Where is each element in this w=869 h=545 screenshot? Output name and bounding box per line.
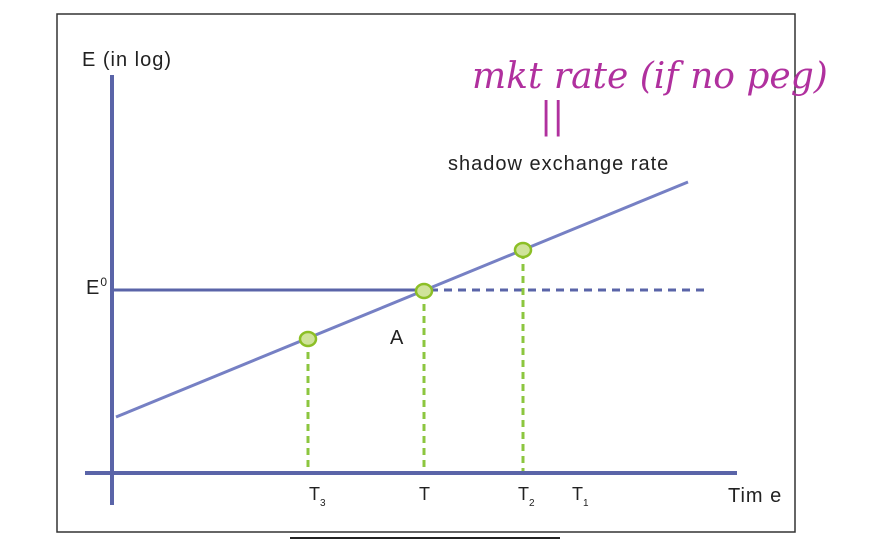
tick-label-t: T — [419, 484, 430, 504]
peg-level-label: E0 — [86, 275, 108, 299]
shadow-exchange-rate-line — [115, 180, 689, 419]
tick-label-t3: T3 — [309, 484, 326, 509]
y-axis-label: E (in log) — [82, 49, 172, 71]
handwritten-equals-mark: || — [540, 96, 564, 137]
shadow-exchange-rate-label: shadow exchange rate — [448, 153, 669, 175]
tick-label-t2: T2 — [518, 484, 535, 509]
handwritten-annotation: mkt rate (if no peg) — [472, 56, 828, 97]
marker-t2 — [513, 241, 533, 259]
slide-frame — [56, 13, 796, 533]
point-a-label: A — [390, 327, 404, 349]
tick-label-t1: T1 — [572, 484, 589, 509]
x-axis-label: Tim e — [728, 485, 782, 507]
marker-t — [414, 282, 434, 300]
marker-t3 — [298, 330, 318, 348]
